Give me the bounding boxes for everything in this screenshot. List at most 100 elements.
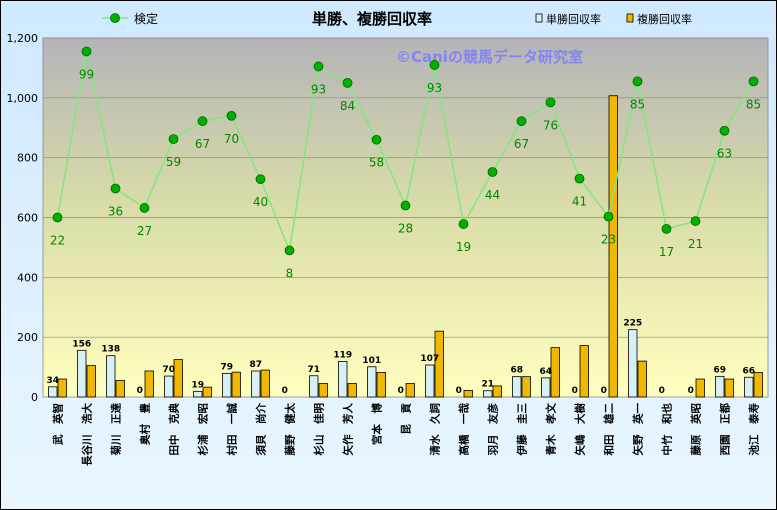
line-point (168, 134, 179, 145)
line-value-label: 40 (253, 195, 268, 209)
line-point (545, 97, 556, 108)
bar-value-label: 21 (481, 380, 494, 390)
line-value-label: 84 (340, 99, 355, 113)
line-point (458, 219, 469, 229)
x-tick-label: 矢嶋 大樹 (574, 403, 587, 456)
bar-tansho (715, 375, 725, 398)
bar-tansho (425, 364, 435, 398)
line-value-label: 19 (456, 240, 471, 254)
line-value-label: 58 (369, 156, 384, 170)
bar-fukusho (637, 360, 647, 398)
line-point (603, 211, 614, 222)
x-tick-label: 中竹 和也 (661, 403, 674, 456)
line-point (226, 110, 237, 121)
bar-fukusho (521, 376, 531, 398)
line-point (81, 46, 92, 57)
bar-value-label: 0 (572, 386, 578, 396)
y-tick-label: 1,000 (7, 92, 39, 105)
bar-value-label: 0 (398, 386, 404, 396)
bar-fukusho (173, 359, 183, 398)
line-value-label: 8 (286, 266, 294, 280)
x-tick-label: 清水 久詞 (429, 403, 442, 456)
x-tick-label: 村田 一誠 (226, 403, 239, 456)
y-tick-label: 0 (31, 391, 38, 404)
line-point (110, 183, 121, 194)
watermark: ©Caniの競馬データ研究室 (396, 48, 583, 66)
line-value-label: 93 (427, 81, 442, 95)
y-tick-label: 600 (17, 212, 38, 225)
line-value-label: 99 (79, 67, 94, 81)
x-tick-label: 池江 泰寿 (748, 403, 761, 456)
bar-fukusho (695, 378, 705, 398)
bar-tansho (512, 376, 522, 398)
bar-tansho (338, 360, 348, 398)
bar-fukusho (405, 383, 415, 398)
bar-value-label: 0 (659, 386, 665, 396)
bar-fukusho (86, 365, 96, 398)
bar-value-label: 19 (191, 380, 204, 390)
gridlines (43, 37, 768, 338)
x-tick-label: 宮本 博 (371, 403, 384, 445)
legend-item-line: 検定 (102, 11, 158, 26)
legend-label-tansho: 単勝回収率 (546, 12, 601, 26)
line-point (748, 76, 759, 87)
bar-value-label: 0 (601, 386, 607, 396)
line-value-label: 63 (717, 147, 732, 161)
line-value-label: 21 (688, 237, 703, 251)
bar-value-label: 70 (162, 365, 175, 375)
line-value-label: 93 (311, 82, 326, 96)
bar-tansho (222, 372, 232, 398)
y-tick-label: 1,200 (7, 32, 39, 45)
bar-value-label: 0 (282, 386, 288, 396)
bar-fukusho (347, 383, 357, 398)
line-point (342, 77, 353, 88)
y-tick-label: 200 (17, 331, 38, 344)
bar-value-label: 107 (420, 354, 439, 364)
bar-value-label: 225 (623, 319, 642, 329)
bar-value-label: 156 (72, 339, 91, 349)
line-value-label: 85 (630, 97, 645, 111)
x-tick-label: 昆 貢 (401, 403, 413, 435)
bar-fukusho (144, 370, 154, 398)
x-tick-label: 伊藤 圭三 (516, 403, 529, 457)
line-point (52, 212, 63, 223)
legend-label-kentei: 検定 (134, 11, 158, 26)
line-value-label: 67 (195, 137, 210, 151)
bar-value-label: 79 (220, 362, 233, 372)
x-tick-label: 武 英智 (52, 403, 65, 445)
bar-value-label: 0 (688, 386, 694, 396)
bar-fukusho (57, 378, 67, 398)
bar-fukusho (608, 95, 618, 398)
bar-value-label: 34 (46, 376, 59, 386)
x-tick-label: 奥村 豊 (139, 403, 152, 445)
line-point (574, 173, 585, 184)
bar-value-label: 138 (101, 345, 120, 355)
x-axis: 武 英智 長谷川 浩大 菊川 正達 奥村 豊 田中 克典 杉浦 宏昭 村田 一誠 須貝 尚介 藤… (52, 403, 761, 466)
y-axis: 0 200 400 600 800 1,000 1,200 (7, 32, 39, 404)
line-value-label: 27 (137, 224, 152, 238)
line-value-label: 36 (108, 204, 123, 218)
x-tick-label: 藤野 健太 (284, 403, 297, 456)
line-value-label: 22 (50, 234, 65, 248)
bar-fukusho (492, 385, 502, 398)
bar-tansho (628, 329, 638, 398)
x-tick-label: 青木 孝文 (545, 403, 558, 456)
line-point (313, 61, 324, 72)
legend-item-tansho: 単勝回収率 (535, 12, 601, 26)
bar-fukusho (550, 347, 560, 398)
bar-fukusho (115, 380, 125, 398)
line-value-label: 44 (485, 188, 500, 202)
line-value-label: 67 (514, 137, 529, 151)
bar-fukusho (724, 378, 734, 398)
line-point (284, 245, 295, 256)
bar-value-label: 68 (510, 366, 523, 376)
bar-tansho (48, 386, 58, 398)
line-point (139, 203, 150, 213)
x-tick-label: 矢野 英一 (632, 403, 645, 456)
line-point (255, 174, 266, 185)
bar-fukusho (579, 345, 589, 398)
line-point (371, 134, 382, 145)
line-value-label: 28 (398, 222, 413, 236)
